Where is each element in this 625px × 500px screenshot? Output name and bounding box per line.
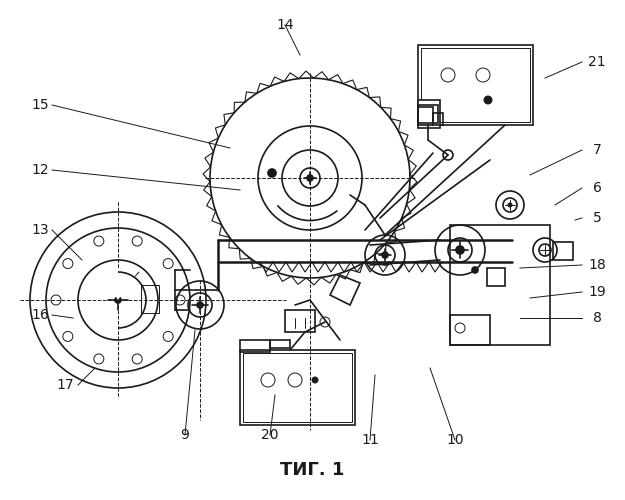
- Bar: [421, 48, 530, 122]
- Bar: [285, 310, 315, 332]
- Circle shape: [307, 175, 313, 181]
- Text: 20: 20: [261, 428, 279, 442]
- Text: 15: 15: [31, 98, 49, 112]
- Bar: [418, 105, 438, 123]
- Text: ΤИГ. 1: ΤИГ. 1: [280, 461, 344, 479]
- Text: 8: 8: [592, 311, 601, 325]
- Circle shape: [484, 96, 492, 104]
- Bar: [450, 225, 550, 345]
- Circle shape: [472, 267, 478, 273]
- Bar: [141, 285, 159, 313]
- Text: 16: 16: [31, 308, 49, 322]
- Text: 13: 13: [31, 223, 49, 237]
- Bar: [433, 113, 443, 125]
- Circle shape: [312, 377, 318, 383]
- Text: 11: 11: [361, 433, 379, 447]
- Circle shape: [268, 169, 276, 177]
- Text: 18: 18: [588, 258, 606, 272]
- Circle shape: [382, 252, 388, 258]
- Bar: [450, 315, 490, 345]
- Bar: [487, 268, 505, 286]
- Text: 12: 12: [31, 163, 49, 177]
- Wedge shape: [100, 269, 136, 300]
- Text: 21: 21: [588, 55, 606, 69]
- Text: 19: 19: [588, 285, 606, 299]
- Circle shape: [508, 203, 512, 207]
- Text: 5: 5: [592, 211, 601, 225]
- Text: 6: 6: [592, 181, 601, 195]
- Circle shape: [197, 302, 203, 308]
- Bar: [270, 340, 290, 348]
- Circle shape: [456, 246, 464, 254]
- Bar: [418, 100, 440, 128]
- Bar: [553, 242, 573, 260]
- Bar: [240, 350, 355, 425]
- Text: 10: 10: [446, 433, 464, 447]
- Text: 14: 14: [276, 18, 294, 32]
- Bar: [240, 340, 270, 352]
- Text: 7: 7: [592, 143, 601, 157]
- Bar: [418, 45, 533, 125]
- Circle shape: [115, 297, 121, 303]
- Text: 9: 9: [181, 428, 189, 442]
- Bar: [243, 353, 352, 422]
- Bar: [418, 107, 433, 125]
- Text: 17: 17: [56, 378, 74, 392]
